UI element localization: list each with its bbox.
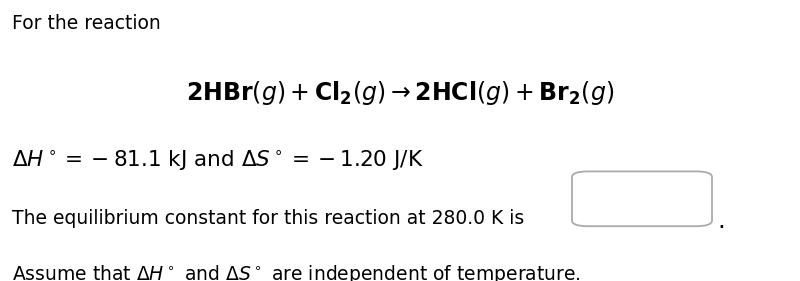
Text: $\Delta H^\circ = -81.1\ \mathrm{kJ\ and}\ \Delta S^\circ = -1.20\ \mathrm{J/K}$: $\Delta H^\circ = -81.1\ \mathrm{kJ\ and…: [12, 149, 423, 173]
Text: $\mathbf{2HBr}(\mathit{g}) + \mathbf{Cl_2}(\mathit{g}) \rightarrow \mathbf{2HCl}: $\mathbf{2HBr}(\mathit{g}) + \mathbf{Cl_…: [186, 79, 614, 107]
Text: The equilibrium constant for this reaction at 280.0 K is: The equilibrium constant for this reacti…: [12, 209, 524, 228]
FancyBboxPatch shape: [572, 171, 712, 226]
Text: .: .: [718, 209, 726, 233]
Text: For the reaction: For the reaction: [12, 14, 161, 33]
Text: Assume that $\Delta H^\circ$ and $\Delta S^\circ$ are independent of temperature: Assume that $\Delta H^\circ$ and $\Delta…: [12, 263, 581, 281]
